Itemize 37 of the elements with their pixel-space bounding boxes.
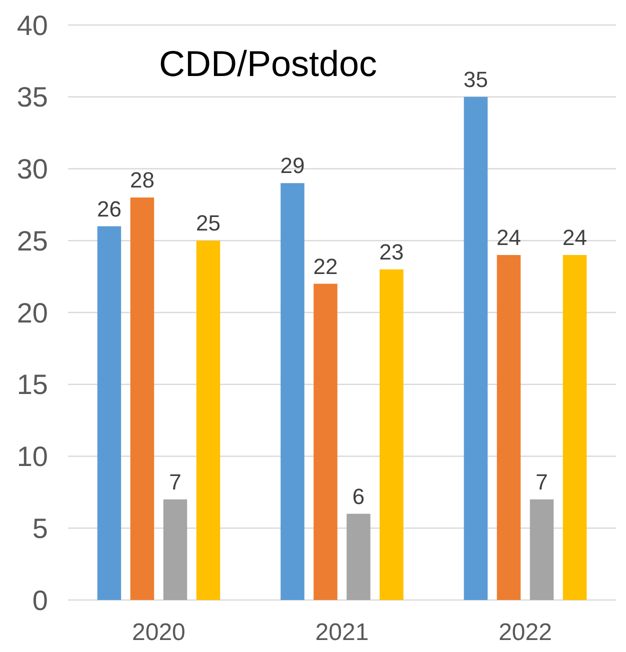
y-tick-label: 30 [16, 154, 48, 185]
x-tick-label: 2020 [132, 619, 186, 646]
data-label: 22 [313, 254, 338, 279]
y-tick-label: 0 [32, 584, 48, 616]
y-tick-label: 35 [16, 82, 48, 113]
data-label: 23 [379, 239, 404, 264]
bar [464, 96, 488, 600]
data-label: 24 [562, 225, 588, 250]
data-label: 7 [169, 469, 182, 494]
data-label: 24 [496, 225, 522, 250]
data-label: 35 [464, 66, 488, 92]
data-label: 26 [96, 196, 122, 222]
bar [280, 183, 304, 600]
y-tick-label: 15 [16, 369, 48, 400]
bar [562, 255, 587, 600]
x-tick-label: 2021 [315, 619, 369, 646]
bar [346, 514, 370, 600]
y-tick-label: 40 [16, 10, 48, 41]
y-tick-label: 10 [16, 441, 48, 472]
data-label: 6 [352, 484, 365, 509]
data-label: 29 [280, 153, 305, 178]
bar [130, 198, 154, 600]
data-label: 28 [130, 168, 154, 192]
y-tick-label: 25 [16, 225, 48, 256]
bar [314, 284, 338, 600]
y-tick-label: 5 [32, 512, 48, 544]
bar [530, 499, 554, 600]
bar [196, 240, 220, 600]
x-tick-label: 2022 [498, 619, 552, 646]
text: CDD/Postdoc [158, 43, 378, 84]
y-tick-label: 20 [16, 297, 48, 328]
bar [496, 255, 521, 600]
bar [163, 499, 188, 600]
bar [97, 226, 122, 600]
data-label: 7 [536, 469, 548, 494]
data-label: 25 [196, 210, 220, 236]
bar [380, 269, 404, 600]
